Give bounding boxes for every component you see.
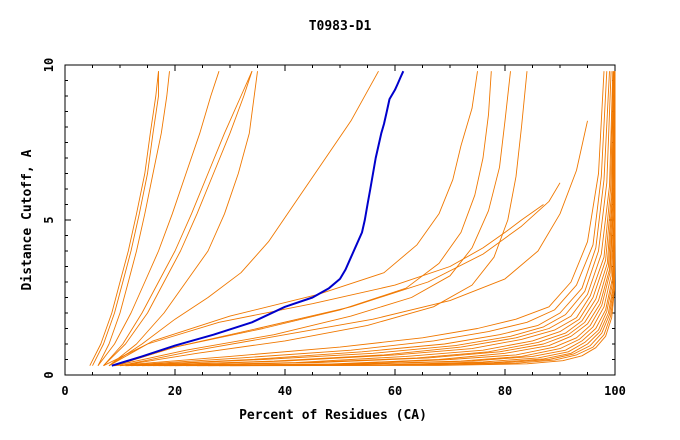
series-line-19	[125, 71, 612, 367]
series-line-11	[114, 71, 492, 367]
series-line-3	[89, 71, 159, 366]
y-tick-label: 5	[42, 216, 56, 223]
series-line-13	[119, 71, 528, 367]
series-line-4	[97, 71, 220, 366]
series-line-12	[114, 71, 511, 367]
series-line-26	[163, 71, 616, 367]
series-line-6	[103, 71, 253, 366]
x-tick-label: 20	[168, 384, 182, 398]
series-line-18	[125, 71, 610, 367]
y-tick-label: 10	[42, 58, 56, 72]
series-line-28	[174, 71, 616, 367]
y-axis: 0 5 10	[42, 58, 615, 379]
series-line-15	[119, 120, 588, 367]
x-tick-label: 80	[498, 384, 512, 398]
series-line-16	[114, 71, 605, 367]
y-tick-label: 0	[42, 371, 56, 378]
series-line-22	[141, 71, 615, 367]
x-axis: 0 20 40 60 80 100	[61, 65, 626, 398]
series-line-23	[147, 71, 615, 367]
x-tick-label: 100	[604, 384, 626, 398]
highlight-series-line	[111, 70, 405, 367]
series-line-7	[108, 71, 258, 367]
series-layer	[89, 70, 616, 367]
series-line-10	[108, 71, 478, 367]
series-line-24	[152, 71, 615, 367]
series-line-32	[218, 71, 616, 367]
series-line-8	[108, 70, 379, 367]
x-tick-label: 40	[278, 384, 292, 398]
chart-title: T0983-D1	[309, 19, 372, 34]
y-axis-label: Distance Cutoff, A	[20, 149, 35, 290]
x-tick-label: 0	[61, 384, 68, 398]
x-axis-label: Percent of Residues (CA)	[239, 408, 427, 423]
series-line-5	[103, 71, 253, 367]
series-line-33	[229, 71, 616, 367]
series-line-21	[136, 71, 614, 367]
series-line-17	[119, 71, 608, 367]
series-line-20	[130, 71, 614, 367]
x-tick-label: 60	[388, 384, 402, 398]
series-line-1	[92, 71, 159, 366]
plot-frame	[64, 64, 616, 376]
series-line-29	[185, 71, 616, 367]
series-line-2	[97, 71, 170, 366]
series-line-14	[114, 182, 561, 367]
series-line-25	[158, 71, 616, 367]
